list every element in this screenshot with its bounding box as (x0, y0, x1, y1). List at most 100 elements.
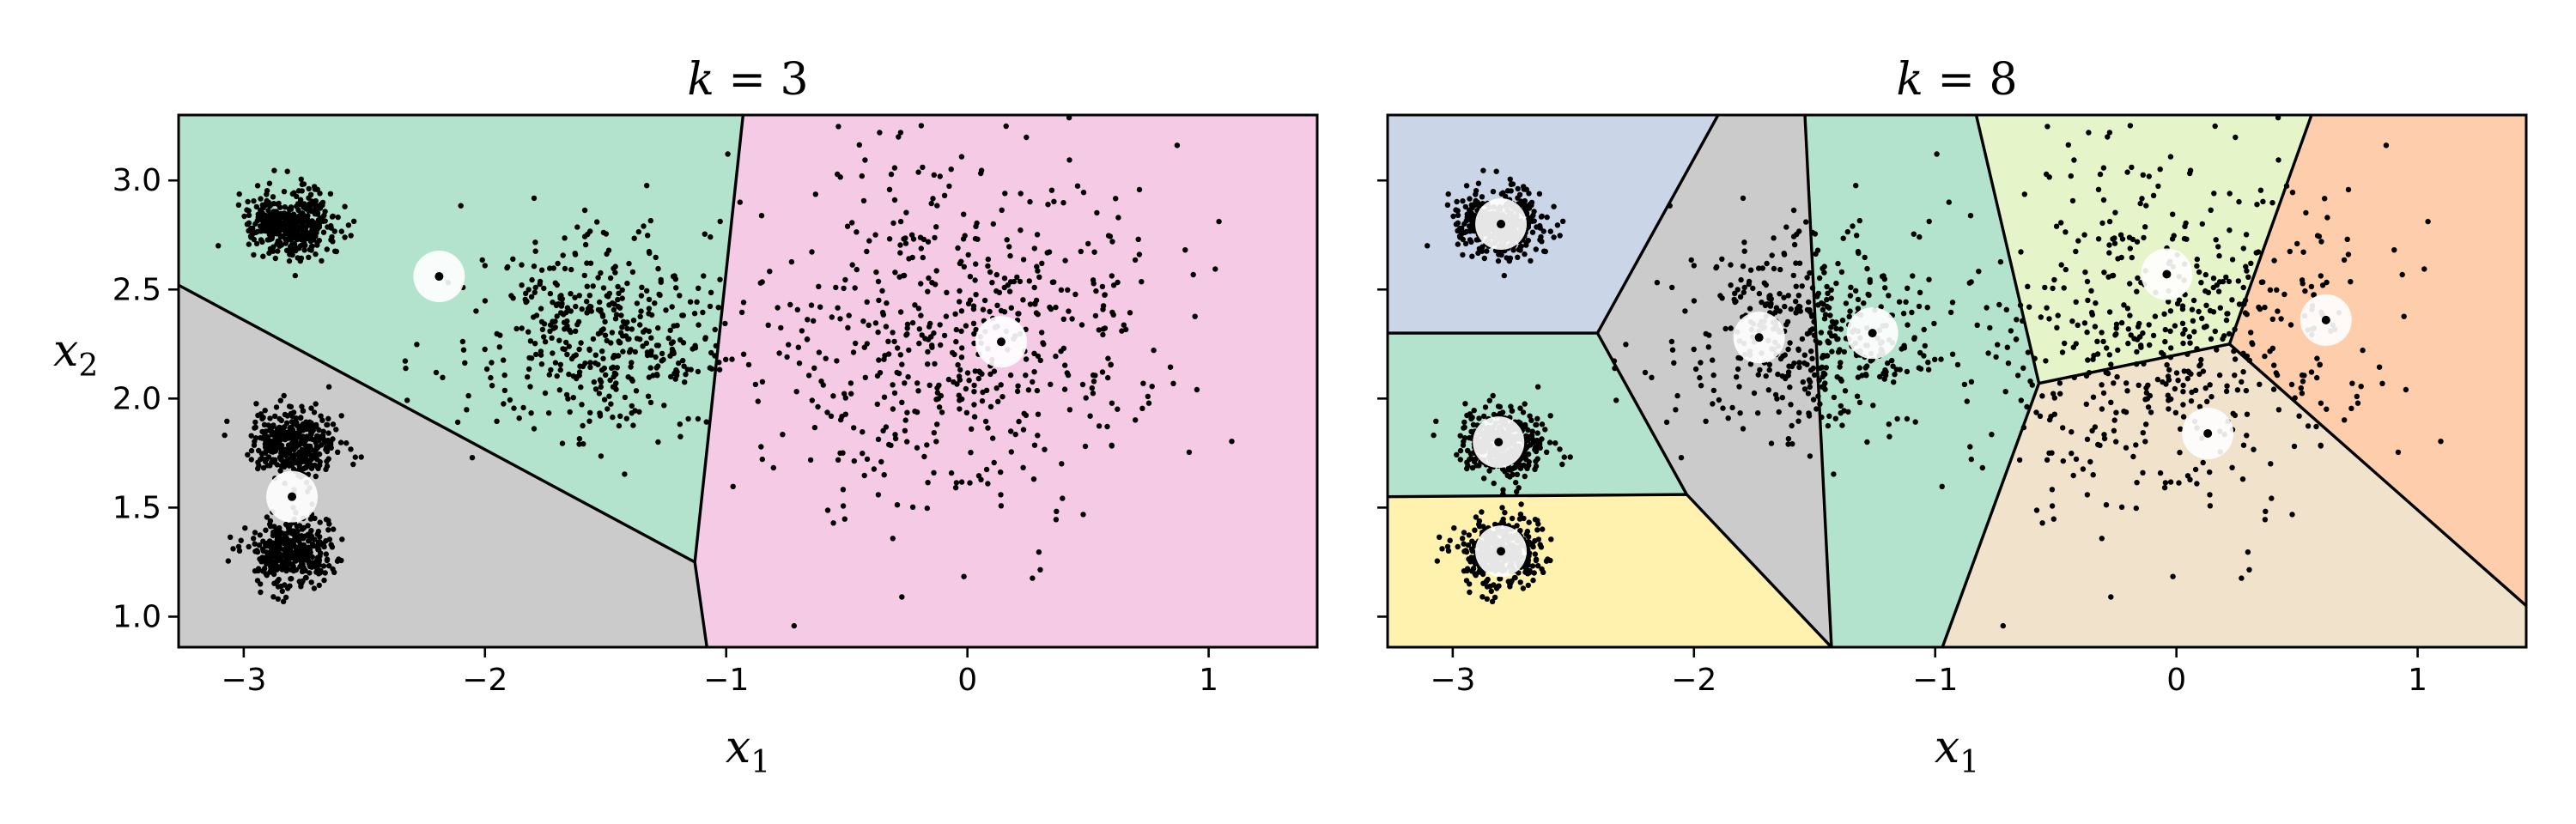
data-point (236, 548, 243, 554)
data-point (1757, 367, 1763, 373)
data-point (1735, 354, 1741, 361)
data-point (2232, 326, 2238, 332)
data-point (1444, 202, 1451, 208)
data-point (1463, 183, 1470, 189)
data-point (1905, 322, 1911, 328)
data-point (616, 422, 623, 429)
centroid-marker (1497, 220, 1506, 229)
data-point (985, 256, 992, 263)
data-point (1546, 439, 1553, 445)
data-point (924, 505, 931, 512)
data-point (791, 622, 797, 629)
data-point (1823, 365, 1829, 371)
data-point (905, 373, 911, 380)
data-point (2046, 316, 2052, 322)
data-point (2245, 274, 2251, 280)
data-point (276, 543, 283, 550)
data-point (287, 560, 294, 567)
data-point (1834, 374, 1840, 380)
data-point (2046, 450, 2052, 457)
data-point (1931, 320, 1937, 327)
data-point (2271, 362, 2277, 368)
data-point (296, 453, 303, 460)
data-point (1509, 408, 1516, 414)
data-point (955, 245, 961, 251)
data-point (2080, 466, 2087, 472)
data-point (2053, 223, 2060, 229)
data-point (654, 373, 660, 379)
data-point (723, 356, 729, 362)
data-point (1186, 449, 1193, 456)
data-point (788, 258, 795, 265)
data-point (647, 217, 653, 224)
data-point (2017, 302, 2024, 308)
data-point (1765, 387, 1771, 393)
data-point (1469, 538, 1475, 544)
data-point (740, 351, 747, 357)
data-point (1728, 262, 1734, 268)
data-point (809, 397, 815, 403)
data-point (1539, 213, 1545, 220)
data-point (909, 254, 915, 261)
data-point (970, 303, 977, 309)
data-point (811, 318, 817, 324)
data-point (581, 272, 587, 279)
data-point (2283, 183, 2290, 189)
data-point (473, 308, 479, 314)
data-point (1785, 293, 1791, 299)
data-point (2155, 183, 2161, 190)
data-point (1491, 480, 1497, 487)
data-point (850, 349, 857, 355)
data-point (1531, 209, 1537, 215)
data-point (501, 357, 507, 363)
data-point (526, 329, 532, 335)
data-point (2235, 278, 2241, 284)
data-point (974, 220, 980, 227)
data-point (2005, 360, 2012, 367)
data-point (2246, 566, 2252, 573)
data-point (1216, 218, 1222, 225)
centroid-marker (434, 272, 444, 282)
data-point (1552, 440, 1558, 446)
data-point (1136, 186, 1143, 193)
data-point (852, 285, 858, 291)
data-point (2073, 299, 2079, 305)
data-point (638, 293, 645, 299)
data-point (1789, 363, 1795, 370)
data-point (1688, 257, 1694, 264)
data-point (2217, 305, 2223, 311)
data-point (722, 320, 728, 327)
data-point (308, 405, 314, 411)
data-point (1136, 251, 1143, 258)
data-point (1513, 480, 1519, 486)
data-point (469, 455, 476, 461)
data-point (840, 503, 847, 509)
data-point (982, 418, 989, 425)
data-point (684, 367, 690, 373)
data-point (277, 468, 283, 474)
data-point (339, 536, 345, 542)
data-point (323, 537, 329, 544)
data-point (1035, 268, 1041, 274)
data-point (851, 457, 857, 464)
data-point (329, 544, 336, 550)
data-point (668, 373, 674, 380)
data-point (526, 354, 532, 361)
data-point (533, 351, 539, 358)
data-point (1785, 373, 1791, 379)
data-point (1121, 322, 1127, 328)
y-tick-label: 1.5 (112, 490, 161, 525)
data-point (888, 442, 894, 449)
data-point (1496, 583, 1502, 589)
data-point (574, 224, 580, 230)
data-point (2182, 326, 2188, 333)
data-point (1090, 391, 1097, 397)
data-point (266, 180, 273, 186)
data-point (1551, 203, 1557, 209)
data-point (2269, 316, 2275, 322)
data-point (1783, 224, 1789, 230)
data-point (316, 582, 322, 589)
data-point (1516, 461, 1522, 467)
chart-k8: −3 −2 −1 0 1k = 8x1 (1377, 54, 2528, 780)
data-point (307, 570, 313, 576)
